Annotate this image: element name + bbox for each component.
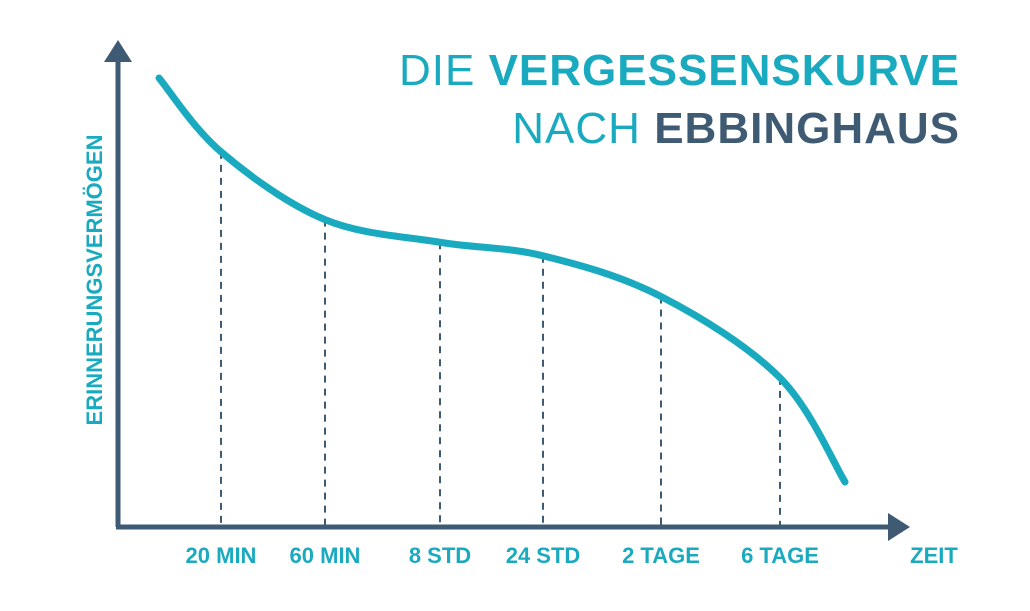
x-tick-labels: 20 MIN 60 MIN 8 STD 24 STD 2 TAGE 6 TAGE [186, 543, 819, 568]
axes [104, 40, 910, 541]
forgetting-curve-line [155, 74, 849, 486]
title-bold-2: EBBINGHAUS [654, 104, 960, 153]
x-tick-label: 6 TAGE [741, 543, 819, 568]
y-axis-arrow-icon [104, 40, 132, 62]
x-axis-arrow-icon [888, 513, 910, 541]
y-axis-label: ERINNERUNGSVERMÖGEN [82, 135, 107, 426]
x-tick-label: 2 TAGE [622, 543, 700, 568]
x-tick-label: 24 STD [506, 543, 581, 568]
x-tick-label: 20 MIN [186, 543, 257, 568]
dashed-guides [220, 151, 781, 527]
title-bold-1: VERGESSENSKURVE [488, 46, 960, 95]
chart-title-line-1: DIE VERGESSENSKURVE [399, 46, 960, 96]
x-tick-label: 60 MIN [290, 543, 361, 568]
chart-title-line-2: NACH EBBINGHAUS [512, 104, 960, 154]
x-axis-label: ZEIT [910, 543, 958, 568]
x-tick-label: 8 STD [409, 543, 471, 568]
title-thin-1: DIE [398, 46, 476, 95]
title-thin-2: NACH [512, 104, 641, 153]
